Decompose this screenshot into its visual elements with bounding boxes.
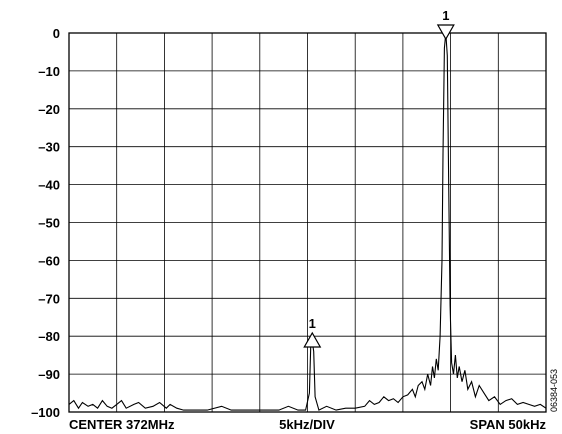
marker-label-2: 1 [309,316,316,331]
y-tick-label: –40 [38,178,60,193]
marker-label-1: 1 [442,8,449,23]
y-tick-label: –50 [38,216,60,231]
y-tick-label: 0 [53,26,60,41]
marker-triangle-2 [303,331,322,348]
footer-center-frequency: CENTER 372MHz [69,417,175,432]
y-tick-label: –10 [38,64,60,79]
marker-triangle-1 [436,24,455,41]
footer-span: SPAN 50kHz [470,417,547,432]
y-tick-label: –70 [38,291,60,306]
series-layer [68,32,547,411]
y-tick-label: –90 [38,367,60,382]
series-trace-0 [68,32,547,411]
figure-number: 06384-053 [549,369,559,412]
footer-scale-per-division: 5kHz/DIV [279,417,335,432]
y-tick-label: –80 [38,329,60,344]
marker-layer: 11 [303,8,455,348]
plot-frame [68,32,547,413]
y-axis: 0 –10 –20 –30 –40 –50 –60 –70 –80 –90 –100 [31,26,60,420]
chart-grid [69,33,546,412]
y-tick-label: –60 [38,253,60,268]
y-tick-label: –100 [31,405,60,420]
y-tick-label: –20 [38,102,60,117]
y-tick-label: –30 [38,140,60,155]
